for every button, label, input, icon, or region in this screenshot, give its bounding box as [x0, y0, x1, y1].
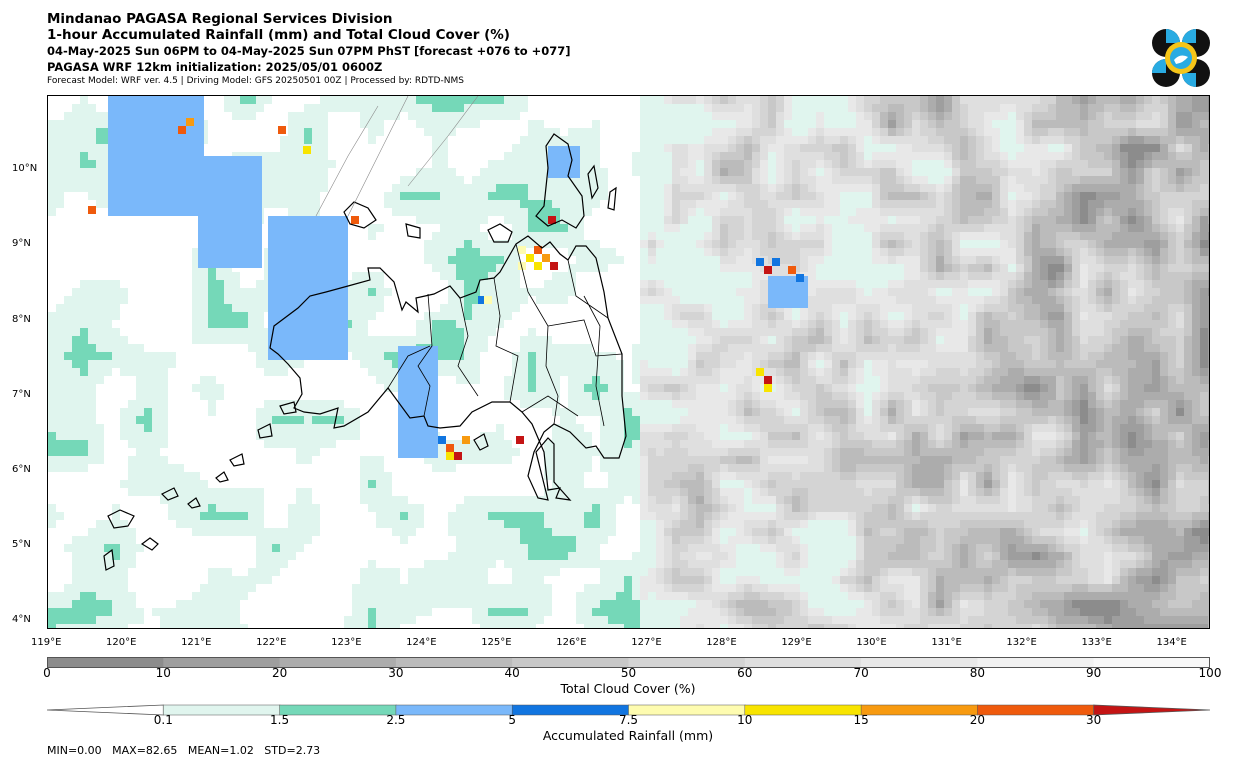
title-initialization: PAGASA WRF 12km initialization: 2025/05/… — [47, 60, 383, 74]
rain-tick-label: 30 — [1086, 713, 1102, 727]
cloud-tick-label: 70 — [853, 666, 869, 680]
lat-label: 8°N — [12, 313, 31, 325]
cloud-tick-label: 50 — [620, 666, 637, 680]
rain-colorbar-cell — [628, 704, 746, 716]
rain-colorbar-cell — [395, 704, 513, 716]
lon-label: 123°E — [331, 637, 362, 648]
cloud-colorbar-cell — [977, 657, 1095, 668]
rain-colorbar-extend-min — [47, 704, 164, 716]
cloud-colorbar-cell — [628, 657, 746, 668]
cloud-colorbar-cell — [861, 657, 978, 668]
bohol-coastline — [487, 223, 513, 243]
rain-tick-label: 0.1 — [153, 713, 173, 727]
rain-colorbar-cell — [511, 704, 630, 716]
cloud-tick-label: 100 — [1198, 666, 1222, 680]
rain-tick-label: 15 — [853, 713, 869, 727]
lon-label: 120°E — [106, 637, 137, 648]
rain-tick-label: 10 — [737, 713, 753, 727]
map-canvas — [48, 96, 1209, 628]
luzon-strait-gridlines — [315, 96, 479, 217]
lat-label: 9°N — [12, 238, 31, 250]
samar-leyte-coastline — [535, 133, 585, 229]
title-product: 1-hour Accumulated Rainfall (mm) and Tot… — [47, 27, 510, 43]
pagasa-logo-icon — [1152, 29, 1210, 87]
title-model-info: Forecast Model: WRF ver. 4.5 | Driving M… — [47, 76, 464, 86]
rainfall-cloud-map — [47, 95, 1210, 629]
mindanao-coastline — [269, 235, 627, 501]
lon-label: 122°E — [256, 637, 287, 648]
lon-label: 125°E — [481, 637, 512, 648]
rain-colorbar-cells — [47, 704, 1210, 716]
rainfall-layer — [88, 96, 808, 460]
lon-label: 130°E — [856, 637, 887, 648]
cloud-colorbar-cell — [395, 657, 513, 668]
lat-label: 6°N — [12, 464, 31, 476]
rain-tick-label: 5 — [508, 713, 517, 727]
lon-label: 133°E — [1081, 637, 1112, 648]
lat-label: 4°N — [12, 614, 31, 626]
lon-label: 127°E — [631, 637, 662, 648]
cloud-colorbar-cell — [512, 657, 629, 668]
rain-tick-label: 20 — [969, 713, 986, 727]
cloud-tick-label: 20 — [271, 666, 288, 680]
cloud-tick-label: 90 — [1086, 666, 1102, 680]
cloud-colorbar-cell — [163, 657, 281, 668]
sulu-archipelago — [103, 401, 297, 571]
rain-colorbar-cell — [860, 704, 979, 716]
negros-cebu-coastline — [343, 201, 421, 239]
cloud-colorbar-cell — [744, 657, 862, 668]
dinagat-siargao-coastline — [587, 164, 617, 211]
rain-tick-label: 1.5 — [270, 713, 290, 727]
lat-label: 7°N — [12, 388, 31, 400]
cloud-tick-label: 10 — [155, 666, 171, 680]
cloud-colorbar-cell — [47, 657, 164, 668]
cloud-tick-label: 0 — [43, 666, 51, 680]
lon-label: 132°E — [1006, 637, 1037, 648]
cloud-colorbar-cell — [279, 657, 397, 668]
rain-colorbar-cell — [744, 704, 862, 716]
lon-label: 134°E — [1156, 637, 1187, 648]
cloud-colorbar — [47, 657, 1210, 668]
cloud-tick-label: 30 — [388, 666, 404, 680]
admin-boundaries — [387, 243, 623, 427]
cloud-colorbar-cells — [47, 657, 1210, 668]
lon-label: 124°E — [406, 637, 437, 648]
lon-label: 119°E — [31, 637, 62, 648]
rain-colorbar-cell — [163, 704, 281, 716]
coastline-layer — [103, 133, 627, 571]
rain-tick-label: 2.5 — [386, 713, 406, 727]
rain-tick-label: 7.5 — [618, 713, 639, 727]
lat-label: 10°N — [12, 163, 38, 175]
cloud-colorbar-cell — [1093, 657, 1210, 668]
title-valid-time: 04-May-2025 Sun 06PM to 04-May-2025 Sun … — [47, 44, 571, 58]
lon-label: 121°E — [181, 637, 212, 648]
rain-colorbar-cell — [977, 704, 1095, 716]
sarangani-coastline — [473, 433, 489, 451]
lon-label: 128°E — [706, 637, 737, 648]
lon-label: 126°E — [556, 637, 587, 648]
statistics-line: MIN=0.00 MAX=82.65 MEAN=1.02 STD=2.73 — [47, 744, 321, 757]
rain-colorbar-title: Accumulated Rainfall (mm) — [542, 728, 714, 743]
rain-colorbar-cell — [279, 704, 397, 716]
cloud-tick-label: 80 — [969, 666, 986, 680]
cloud-colorbar-title: Total Cloud Cover (%) — [560, 681, 696, 696]
cloud-tick-label: 60 — [737, 666, 753, 680]
rain-colorbar-extend-max — [1093, 704, 1210, 716]
lon-label: 129°E — [781, 637, 812, 648]
cloud-tick-label: 40 — [504, 666, 520, 680]
lon-label: 131°E — [931, 637, 962, 648]
title-region: Mindanao PAGASA Regional Services Divisi… — [47, 11, 393, 27]
rain-colorbar — [47, 704, 1210, 716]
lat-label: 5°N — [12, 539, 31, 551]
